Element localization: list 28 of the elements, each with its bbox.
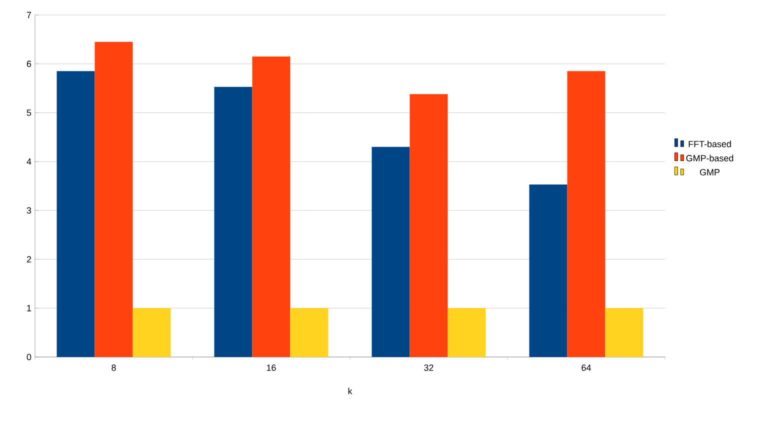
x-tick-label: 16: [266, 364, 276, 371]
y-tick-label: 5: [26, 110, 32, 116]
bar: [290, 308, 328, 357]
bar: [605, 308, 644, 357]
x-axis-title: k: [348, 388, 352, 394]
bar: [132, 308, 171, 357]
x-tick-label: 64: [582, 364, 591, 371]
bar: [252, 56, 290, 357]
bar: [372, 146, 410, 357]
bar: [529, 184, 568, 357]
legend-label: GMP-based: [686, 154, 734, 162]
y-tick-label: 4: [26, 158, 32, 165]
y-tick-label: 3: [26, 207, 32, 214]
legend-label: FFT-based: [688, 140, 731, 148]
bar: [56, 71, 95, 357]
legend-label: GMP: [700, 169, 720, 176]
y-tick-label: 2: [26, 256, 32, 262]
x-tick-label: 8: [112, 364, 116, 371]
y-tick-label: 6: [26, 60, 32, 68]
y-tick-label: 1: [27, 305, 32, 312]
y-tick-label: 7: [26, 12, 32, 18]
bar: [214, 86, 252, 357]
bar: [94, 42, 133, 357]
x-tick-label: 32: [424, 364, 434, 371]
bar: [410, 94, 448, 357]
bar: [448, 308, 486, 357]
bar: [567, 71, 606, 357]
y-tick-label: 0: [26, 354, 32, 360]
